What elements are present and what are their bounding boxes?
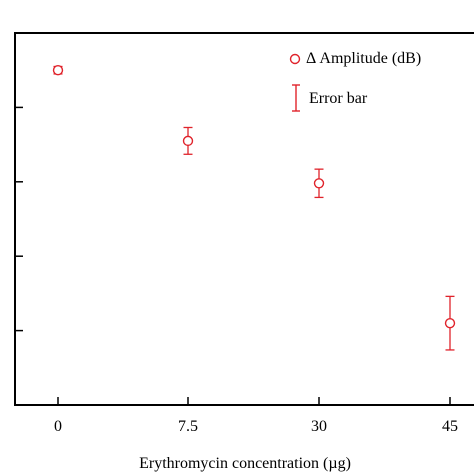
data-point — [52, 64, 64, 76]
data-point — [444, 295, 456, 351]
legend: Δ Amplitude (dB) Error bar — [289, 50, 421, 112]
axes: 0 7.5 30 45 — [14, 32, 474, 435]
x-tick-label: 7.5 — [178, 418, 198, 435]
x-tick-label: 30 — [311, 418, 327, 435]
data-point-marker — [444, 317, 456, 329]
data-point-marker — [52, 64, 64, 76]
x-axis-label: Erythromycin concentration (µg) — [139, 455, 351, 472]
x-tick-label: 0 — [54, 418, 62, 435]
data-marks — [52, 64, 456, 351]
data-point-marker — [313, 178, 325, 189]
data-point — [313, 168, 325, 199]
legend-marker-icon — [289, 53, 301, 65]
legend-series-label: Δ Amplitude (dB) — [306, 50, 421, 67]
legend-errorbar-icon — [292, 84, 300, 112]
legend-errorbar-label: Error bar — [309, 90, 368, 107]
data-point-marker — [182, 135, 194, 147]
x-tick-label: 45 — [442, 418, 458, 435]
data-point — [182, 126, 194, 155]
